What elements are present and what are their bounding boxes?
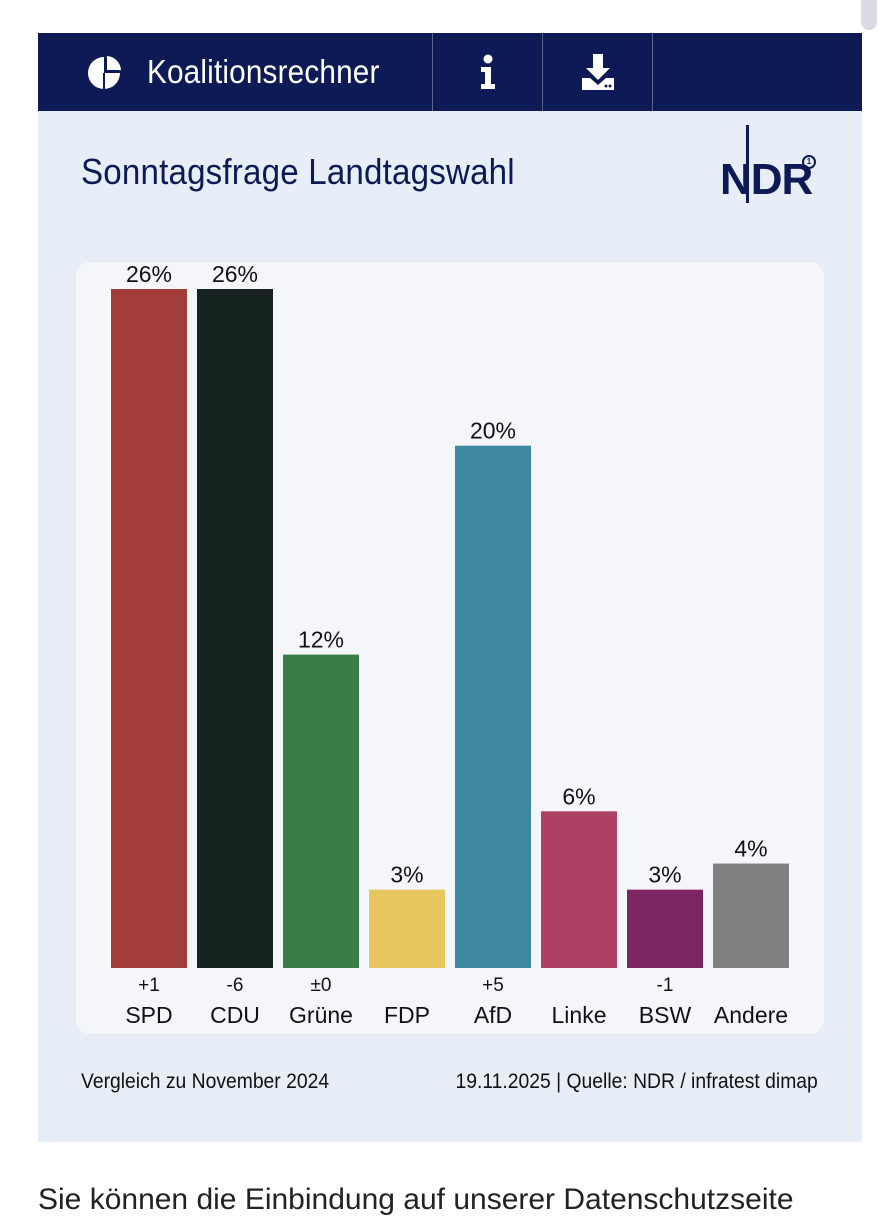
toolbar-label: Koalitionsrechner xyxy=(147,53,380,90)
change-label-gruene: ±0 xyxy=(311,975,332,996)
ard-mark-icon: 1 xyxy=(802,155,816,169)
bar-gruene xyxy=(283,654,359,968)
plot-area: 26% +1 SPD 26% -6 CDU 12% ±0 Grüne 3% FDP 20% +5 AfD 6… xyxy=(76,262,824,1034)
category-label-afd: AfD xyxy=(474,1002,512,1028)
category-label-andere: Andere xyxy=(714,1002,788,1028)
bar-bsw xyxy=(627,889,703,968)
ndr-logo: NDR 1 xyxy=(720,125,824,205)
info-icon xyxy=(480,54,495,89)
category-label-gruene: Grüne xyxy=(289,1002,353,1028)
value-label-fdp: 3% xyxy=(390,862,423,888)
pie-chart-icon xyxy=(88,56,121,89)
value-label-linke: 6% xyxy=(562,783,595,809)
logo-text: NDR xyxy=(720,155,813,204)
value-label-bsw: 3% xyxy=(648,862,681,888)
bar-chart: 26% +1 SPD 26% -6 CDU 12% ±0 Grüne 3% FDP 20% +5 AfD 6… xyxy=(111,262,789,1028)
category-label-spd: SPD xyxy=(125,1002,172,1028)
toolbar: Koalitionsrechner xyxy=(38,33,862,111)
download-icon xyxy=(581,54,614,90)
chart-title: Sonntagsfrage Landtagswahl xyxy=(81,151,515,192)
value-label-afd: 20% xyxy=(470,418,516,444)
change-label-spd: +1 xyxy=(138,975,160,996)
value-label-cdu: 26% xyxy=(212,262,258,287)
chart-card: Koalitionsrechner Sonntagsfrage Landtags… xyxy=(38,33,862,1142)
value-label-gruene: 12% xyxy=(298,627,344,653)
privacy-note: Sie können die Einbindung auf unserer Da… xyxy=(38,1183,794,1216)
bar-fdp xyxy=(369,889,445,968)
change-label-afd: +5 xyxy=(482,975,504,996)
download-button[interactable] xyxy=(543,33,653,111)
bar-andere xyxy=(713,863,789,968)
bar-linke xyxy=(541,811,617,968)
value-label-andere: 4% xyxy=(734,836,767,862)
bar-afd xyxy=(455,445,531,968)
change-label-cdu: -6 xyxy=(227,975,244,996)
category-label-linke: Linke xyxy=(552,1002,607,1028)
logo-bar xyxy=(746,125,749,203)
bar-spd xyxy=(111,289,187,968)
category-label-fdp: FDP xyxy=(384,1002,430,1028)
coalition-calculator-button[interactable]: Koalitionsrechner xyxy=(38,33,433,111)
scrollbar[interactable] xyxy=(861,0,877,30)
info-button[interactable] xyxy=(433,33,543,111)
change-label-bsw: -1 xyxy=(657,975,674,996)
comparison-note: Vergleich zu November 2024 xyxy=(81,1070,330,1093)
category-label-cdu: CDU xyxy=(210,1002,260,1028)
value-label-spd: 26% xyxy=(126,262,172,287)
source-note: 19.11.2025 | Quelle: NDR / infratest dim… xyxy=(455,1070,818,1093)
bar-cdu xyxy=(197,289,273,968)
category-label-bsw: BSW xyxy=(639,1002,692,1028)
